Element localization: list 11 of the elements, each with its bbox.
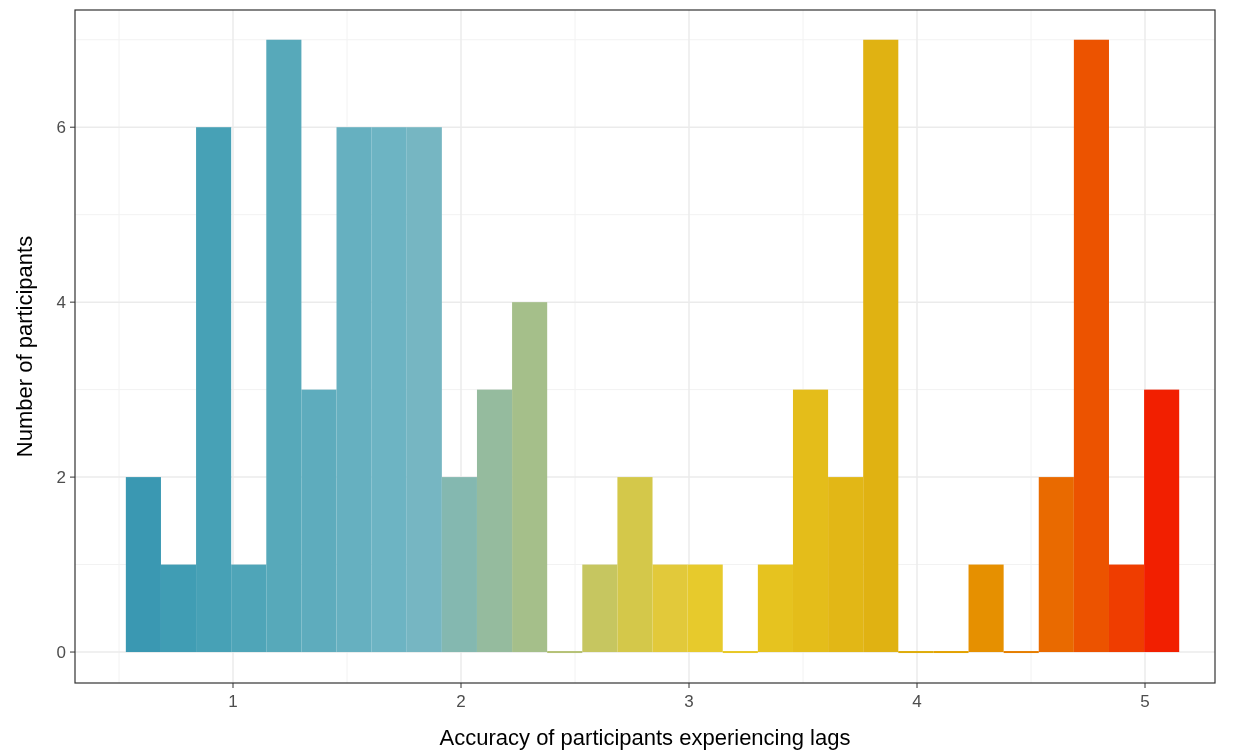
x-axis-title: Accuracy of participants experiencing lags — [439, 725, 851, 750]
x-tick-label: 3 — [684, 692, 694, 711]
y-tick-label: 4 — [56, 293, 66, 313]
x-tick-label: 1 — [228, 692, 238, 711]
y-axis-title: Number of participants — [12, 235, 37, 458]
y-tick-label: 0 — [56, 642, 66, 662]
x-tick-label: 4 — [912, 692, 922, 711]
y-tick-label: 2 — [56, 468, 66, 488]
x-tick-label: 5 — [1140, 692, 1150, 711]
x-tick-label: 2 — [456, 692, 466, 711]
y-tick-label: 6 — [56, 118, 66, 138]
